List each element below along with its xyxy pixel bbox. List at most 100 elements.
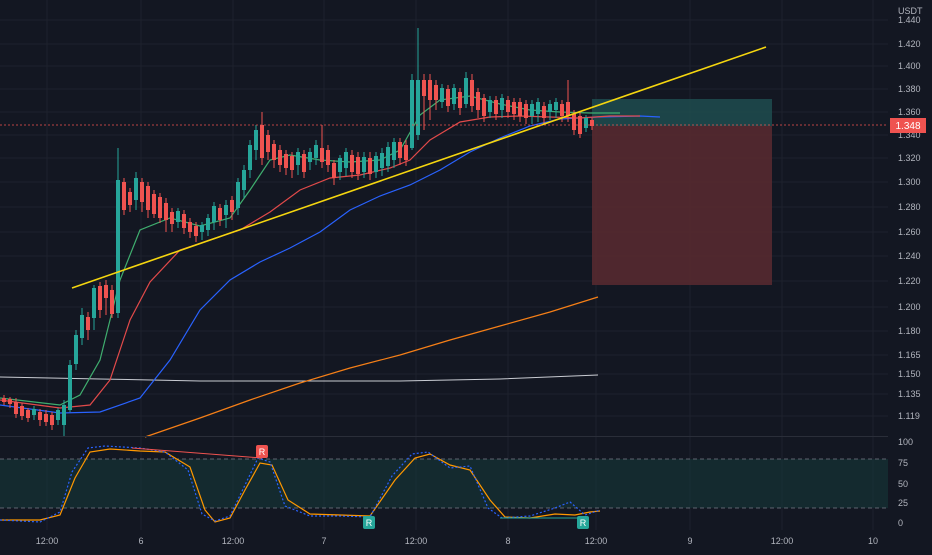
- candle: [218, 204, 222, 226]
- candle-body: [74, 335, 78, 364]
- candle: [350, 150, 354, 178]
- candle-body: [26, 410, 30, 418]
- candle-body: [2, 398, 6, 402]
- candle: [14, 398, 18, 418]
- oscillator-axis[interactable]: 100 75 50 25 0: [898, 437, 913, 528]
- profit-zone[interactable]: [592, 99, 772, 126]
- current-price-badge: 1.348: [890, 118, 926, 133]
- candle-body: [224, 205, 228, 215]
- price-tick-label: 1.360: [898, 107, 921, 117]
- candle-body: [80, 315, 84, 338]
- candle-body: [116, 180, 120, 313]
- stoch-d-line: [0, 448, 601, 523]
- candle-body: [338, 158, 342, 172]
- candle: [26, 408, 30, 422]
- signal-badge-bearish[interactable]: [256, 445, 268, 458]
- candle-body: [590, 120, 594, 126]
- candle: [56, 408, 60, 425]
- ema-white-line: [0, 374, 599, 382]
- loss-zone[interactable]: [592, 126, 772, 285]
- candle-body: [554, 102, 558, 110]
- candle: [254, 125, 258, 160]
- price-tick-label: 1.400: [898, 61, 921, 71]
- candle-body: [512, 102, 516, 114]
- candle-body: [326, 150, 330, 165]
- candle-body: [272, 144, 276, 160]
- candle: [458, 88, 462, 115]
- trendline[interactable]: [71, 46, 767, 289]
- time-tick-label: 7: [321, 536, 326, 546]
- candle: [530, 100, 534, 124]
- candle: [374, 152, 378, 178]
- candle: [230, 196, 234, 220]
- candle: [248, 140, 252, 178]
- candle-body: [380, 153, 384, 168]
- stochastic-rsi-pane: [0, 445, 888, 523]
- candle-body: [98, 286, 102, 310]
- candle: [338, 155, 342, 180]
- candle-body: [320, 148, 324, 162]
- candle-body: [188, 222, 192, 232]
- candle: [176, 208, 180, 228]
- candle: [518, 98, 522, 122]
- candle-body: [86, 317, 90, 330]
- candle: [236, 178, 240, 215]
- candle-body: [146, 186, 150, 210]
- candle-body: [458, 92, 462, 108]
- candle-body: [296, 152, 300, 165]
- candle-body: [434, 85, 438, 100]
- candle: [20, 403, 24, 420]
- candle-body: [38, 412, 42, 420]
- candle: [476, 88, 480, 118]
- candle-body: [302, 154, 306, 172]
- candle: [320, 125, 324, 168]
- signal-badge-bullish[interactable]: [577, 516, 589, 529]
- candle-body: [206, 218, 210, 230]
- candle-body: [260, 125, 264, 158]
- oscillator-tick-label: 25: [898, 498, 908, 508]
- signal-badge-bullish[interactable]: [363, 516, 375, 529]
- divergence-line: [131, 447, 263, 459]
- candle-body: [410, 80, 414, 148]
- candle: [464, 72, 468, 108]
- price-tick-label: 1.280: [898, 202, 921, 212]
- candle-body: [470, 80, 474, 106]
- candle: [446, 85, 450, 112]
- oscillator-tick-label: 0: [898, 518, 903, 528]
- candle: [554, 98, 558, 118]
- candle-body: [572, 114, 576, 130]
- candle-body: [314, 145, 318, 158]
- pane-separator[interactable]: [0, 436, 888, 437]
- candle: [404, 140, 408, 166]
- candle: [284, 150, 288, 175]
- signal-label: R: [366, 518, 373, 528]
- candle-body: [128, 192, 132, 205]
- candle-body: [452, 88, 456, 104]
- candle: [482, 94, 486, 122]
- candle-body: [248, 145, 252, 170]
- signal-label: R: [580, 518, 587, 528]
- candle-body: [476, 92, 480, 110]
- candle: [488, 96, 492, 118]
- candle-body: [500, 98, 504, 110]
- candle: [272, 140, 276, 168]
- candle-body: [152, 194, 156, 214]
- time-axis[interactable]: 12:00 6 12:00 7 12:00 8 12:00 9 12:00 10: [36, 536, 878, 546]
- oscillator-band: [0, 459, 888, 508]
- candle-body: [170, 212, 174, 224]
- candle: [392, 138, 396, 168]
- candle-body: [548, 104, 552, 112]
- candle: [512, 98, 516, 120]
- candle-body: [110, 290, 114, 314]
- time-tick-label: 10: [868, 536, 878, 546]
- candle-body: [158, 197, 162, 218]
- price-axis[interactable]: USDT 1.440 1.420 1.400 1.380 1.360 1.340 1.320…: [898, 6, 923, 421]
- candle-body: [14, 402, 18, 414]
- candle: [332, 160, 336, 185]
- candle-body: [266, 135, 270, 152]
- candle: [164, 198, 168, 232]
- candle-body: [398, 142, 402, 158]
- candle: [8, 397, 12, 408]
- candle: [50, 412, 54, 430]
